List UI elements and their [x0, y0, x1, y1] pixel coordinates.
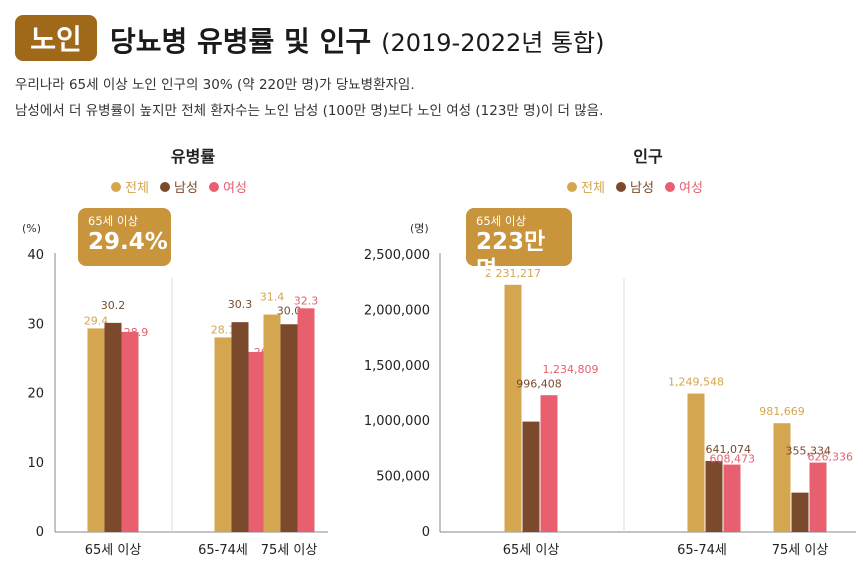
section-badge: 노인	[15, 15, 97, 61]
callout-population-label: 65세 이상	[476, 214, 527, 228]
prevalence-legend-label-2: 여성	[223, 181, 247, 196]
title-main: 당뇨병 유병률 및 인구	[110, 25, 372, 58]
prevalence-value-label-2-1: 30.0	[277, 304, 302, 317]
population-chart-title: 인구	[633, 147, 663, 166]
prevalence-y-tick-1: 10	[27, 456, 44, 471]
prevalence-bar-0-0	[87, 328, 105, 532]
population-category-label-0: 65세 이상	[503, 543, 560, 558]
prevalence-y-tick-4: 40	[27, 248, 44, 263]
population-y-tick-3: 1,500,000	[364, 359, 430, 374]
population-y-tick-1: 500,000	[376, 470, 430, 485]
population-y-tick-4: 2,000,000	[364, 303, 430, 318]
population-legend-label-2: 여성	[679, 181, 703, 196]
prevalence-y-unit: (%)	[22, 222, 41, 235]
prevalence-bar-1-1	[231, 322, 249, 532]
prevalence-value-label-1-0: 28.1	[211, 323, 236, 336]
population-category-label-2: 75세 이상	[772, 543, 829, 558]
population-legend-swatch-1	[616, 182, 626, 192]
prevalence-legend-swatch-2	[209, 182, 219, 192]
population-value-label-1-2: 608,473	[710, 453, 756, 466]
prevalence-y-tick-3: 30	[27, 317, 44, 332]
population-bar-1-0	[687, 393, 705, 532]
population-value-label-1-1: 641,074	[706, 443, 752, 456]
population-legend-label-1: 남성	[630, 181, 654, 196]
population-bar-0-1	[522, 421, 540, 532]
population-category-label-1: 65-74세	[677, 543, 727, 558]
prevalence-bar-2-2	[297, 308, 315, 532]
population-value-label-2-0: 981,669	[759, 405, 805, 418]
callout-population: 65세 이상 223만 명	[466, 208, 572, 283]
population-y-tick-5: 2,500,000	[364, 248, 430, 263]
prevalence-bar-2-1	[280, 324, 298, 532]
callout-prevalence: 65세 이상 29.4%	[78, 208, 171, 266]
population-legend-label-0: 전체	[581, 181, 605, 196]
population-value-label-2-1: 355,334	[786, 445, 832, 458]
population-bar-0-2	[540, 395, 558, 532]
prevalence-bar-1-0	[214, 337, 232, 532]
callout-population-value: 223만 명	[476, 229, 546, 283]
population-bar-1-1	[705, 460, 723, 532]
prevalence-legend-label-0: 전체	[125, 181, 149, 196]
population-bar-0-0	[504, 284, 522, 532]
description-line-2: 남성에서 더 유병률이 높지만 전체 환자수는 노인 남성 (100만 명)보다…	[15, 103, 604, 119]
population-value-label-1-0: 1,249,548	[668, 376, 724, 389]
prevalence-category-label-1: 65-74세	[198, 543, 248, 558]
prevalence-bar-2-0	[263, 314, 281, 532]
prevalence-value-label-0-1: 30.2	[101, 299, 126, 312]
prevalence-value-label-2-0: 31.4	[260, 291, 285, 304]
population-bar-2-1	[791, 492, 809, 532]
prevalence-y-tick-0: 0	[36, 525, 44, 540]
prevalence-chart-title: 유병률	[171, 147, 215, 166]
population-y-tick-0: 0	[422, 525, 430, 540]
population-bar-2-0	[773, 423, 791, 532]
title-period: (2019-2022년 통합)	[381, 29, 605, 57]
population-legend-swatch-2	[665, 182, 675, 192]
prevalence-legend-swatch-1	[160, 182, 170, 192]
prevalence-legend-label-1: 남성	[174, 181, 198, 196]
population-legend-swatch-0	[567, 182, 577, 192]
population-y-tick-2: 1,000,000	[364, 414, 430, 429]
prevalence-value-label-0-0: 29.4	[84, 314, 109, 327]
page-title: 당뇨병 유병률 및 인구 (2019-2022년 통합)	[110, 20, 605, 60]
prevalence-category-label-0: 65세 이상	[85, 543, 142, 558]
prevalence-y-tick-2: 20	[27, 387, 44, 402]
population-y-unit: (명)	[410, 222, 429, 235]
population-bar-1-2	[723, 464, 741, 532]
prevalence-legend-swatch-0	[111, 182, 121, 192]
population-value-label-0-2: 1,234,809	[543, 363, 599, 376]
prevalence-bar-0-2	[121, 331, 139, 532]
prevalence-bar-0-1	[104, 322, 122, 532]
prevalence-bar-1-2	[248, 351, 266, 532]
population-value-label-0-1: 996,408	[516, 378, 562, 391]
callout-prevalence-label: 65세 이상	[88, 214, 139, 228]
callout-prevalence-value: 29.4%	[88, 229, 168, 255]
description-line-1: 우리나라 65세 이상 노인 인구의 30% (약 220만 명)가 당뇨병환자…	[15, 77, 415, 93]
prevalence-value-label-1-1: 30.3	[228, 298, 253, 311]
population-bar-2-2	[809, 462, 827, 532]
prevalence-value-label-2-2: 32.3	[294, 294, 319, 307]
prevalence-category-label-2: 75세 이상	[261, 543, 318, 558]
population-value-label-0-0: 2,231,217	[485, 267, 541, 280]
population-value-label-2-2: 626,336	[808, 451, 854, 464]
prevalence-value-label-0-2: 28.9	[124, 326, 149, 339]
